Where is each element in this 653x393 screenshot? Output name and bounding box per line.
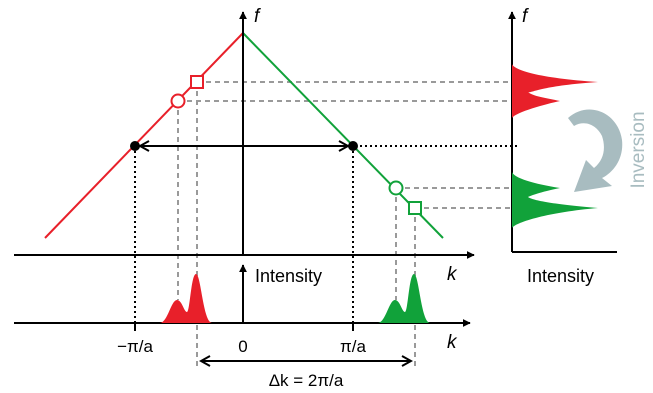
f-axis-right-label: f — [522, 6, 529, 27]
red-square-marker — [190, 75, 204, 89]
delta-k-label: Δk = 2π/a — [269, 371, 344, 390]
intensity-center-label: Intensity — [255, 266, 322, 286]
green-peaks-right — [512, 172, 598, 228]
tick-neg-pi-label: −π/a — [117, 337, 153, 356]
dotted-lines — [134, 145, 520, 330]
inversion-arrow — [568, 109, 623, 192]
guide-lines — [177, 81, 525, 366]
k-axis-upper-label: k — [447, 264, 458, 285]
red-peaks-lower — [160, 274, 212, 323]
red-peaks-right — [512, 64, 598, 118]
zone-point-left — [130, 141, 140, 151]
tick-zero-label: 0 — [238, 337, 247, 356]
tick-pos-pi-label: π/a — [340, 337, 366, 356]
red-circle-marker — [170, 93, 186, 109]
green-square-marker — [408, 201, 422, 215]
k-axis-lower-label: k — [447, 332, 458, 353]
inversion-label: Inversion — [628, 111, 649, 188]
red-band-line — [44, 32, 244, 239]
intensity-right-label: Intensity — [527, 266, 594, 286]
f-axis-main-label: f — [254, 6, 261, 27]
green-circle-marker — [388, 180, 404, 196]
zone-point-right — [348, 141, 358, 151]
green-peaks-lower — [378, 274, 430, 323]
